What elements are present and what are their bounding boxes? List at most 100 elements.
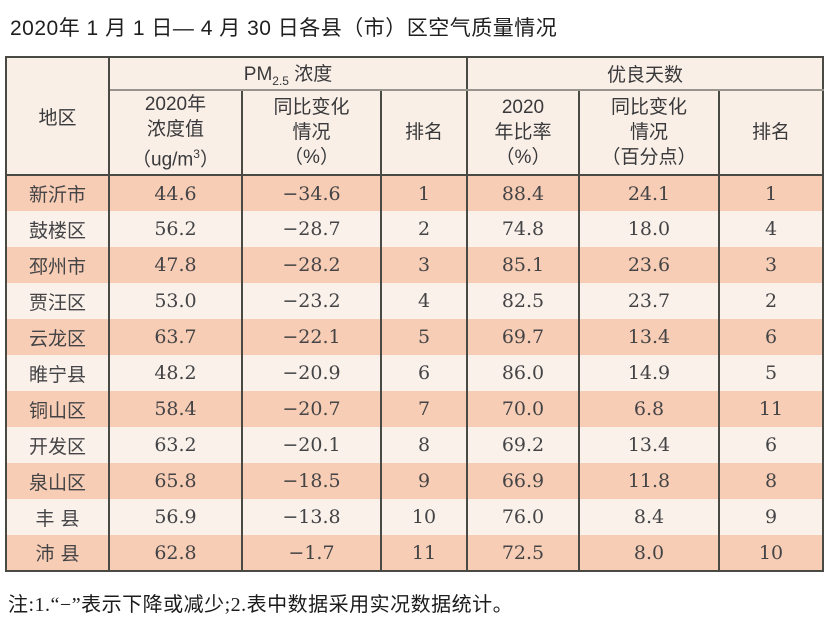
region-cell: 开发区: [5, 427, 110, 463]
group-header-row: 地区 PM2.5 浓度 优良天数: [5, 57, 825, 176]
pm-value-cell: 63.7: [108, 319, 243, 355]
pm-rank-column-header: 排名: [380, 90, 468, 176]
ratio-cell: 76.0: [466, 499, 580, 535]
rank-cell: 9: [717, 499, 825, 535]
page-title: 2020年 1 月 1 日— 4 月 30 日各县（市）区空气质量情况: [10, 17, 558, 40]
ratio-column-header: 2020 年比率 （%）: [466, 90, 580, 176]
pm-rank-cell: 1: [380, 175, 468, 211]
table-row: 沛 县 62.8 −1.7 11 72.5 8.0 10: [5, 535, 825, 571]
rank-cell: 4: [717, 211, 825, 247]
rank-cell: 2: [717, 283, 825, 319]
header-line: 2020: [501, 97, 545, 118]
pm-value-cell: 53.0: [108, 283, 243, 319]
sub-header-row: 2020年 浓度值 （ug/m3） 同比变化 情况 （%） 排名 2020 年比…: [6, 90, 825, 176]
table-row: 丰 县 56.9 −13.8 10 76.0 8.4 9: [5, 499, 825, 535]
pm-change-cell: −34.6: [241, 175, 382, 211]
pm-change-cell: −1.7: [241, 535, 382, 571]
pm25-group-header: PM2.5 浓度: [108, 57, 468, 91]
region-cell: 睢宁县: [5, 355, 110, 391]
header-line: 2020年: [144, 94, 207, 116]
pm-change-cell: −13.8: [241, 499, 382, 535]
ratio-cell: 66.9: [466, 463, 580, 499]
pm-rank-cell: 2: [380, 211, 468, 247]
pm-change-cell: −23.2: [241, 283, 382, 319]
good-days-group-header: 优良天数: [465, 57, 825, 91]
footnote: 注:1.“−”表示下降或减少;2.表中数据采用实况数据统计。: [8, 594, 514, 616]
region-cell: 丰 县: [5, 499, 110, 535]
ratio-change-cell: 24.1: [578, 175, 720, 211]
table-header: 地区 PM2.5 浓度 优良天数 2020年 浓度值 （ug/m3） 同比变化 …: [5, 57, 825, 176]
ratio-change-cell: 8.0: [578, 535, 720, 571]
table-row: 鼓楼区 56.2 −28.7 2 74.8 18.0 4: [5, 211, 825, 247]
pm-change-cell: −20.7: [241, 391, 382, 427]
pm-value-cell: 56.2: [108, 211, 243, 247]
table-row: 泉山区 65.8 −18.5 9 66.9 11.8 8: [5, 463, 825, 499]
cubed-superscript: 3: [193, 147, 200, 162]
pm-label-suffix: 浓度: [288, 64, 333, 86]
table-body: 新沂市 44.6 −34.6 1 88.4 24.1 1 鼓楼区 56.2 −28.7 2 74.8 1…: [5, 175, 825, 571]
ratio-change-cell: 11.8: [578, 463, 720, 499]
table-row: 邳州市 47.8 −28.2 3 85.1 23.6 3: [5, 247, 825, 283]
pm-value-cell: 63.2: [108, 427, 243, 463]
pm-rank-cell: 3: [380, 247, 468, 283]
ratio-change-cell: 13.4: [578, 319, 720, 355]
pm-change-cell: −28.7: [241, 211, 382, 247]
rank-cell: 10: [717, 535, 825, 571]
region-cell: 邳州市: [5, 247, 110, 283]
ratio-cell: 70.0: [466, 391, 580, 427]
pm-rank-cell: 6: [380, 355, 468, 391]
pm-subscript: 2.5: [272, 73, 289, 88]
table-row: 新沂市 44.6 −34.6 1 88.4 24.1 1: [5, 175, 825, 211]
header-line: （%）: [495, 147, 551, 168]
rank-cell: 6: [717, 319, 825, 355]
ratio-cell: 69.7: [466, 319, 580, 355]
ratio-change-cell: 6.8: [578, 391, 720, 427]
region-cell: 泉山区: [5, 463, 110, 499]
ratio-cell: 85.1: [466, 247, 580, 283]
header-line: 情况: [629, 122, 668, 143]
pm-rank-cell: 5: [380, 319, 468, 355]
pm-value-cell: 44.6: [108, 175, 243, 211]
rank-cell: 6: [717, 427, 825, 463]
header-line: （ug/m3）: [132, 147, 219, 171]
pm-value-cell: 48.2: [108, 355, 243, 391]
pm-label: PM: [243, 64, 273, 86]
header-line: 情况: [292, 122, 331, 143]
ratio-cell: 82.5: [466, 283, 580, 319]
region-cell: 铜山区: [5, 391, 110, 427]
pm-rank-cell: 4: [380, 283, 468, 319]
pm-value-cell: 47.8: [108, 247, 243, 283]
rank-cell: 8: [717, 463, 825, 499]
region-column-header: 地区: [5, 57, 110, 176]
region-cell: 贾汪区: [5, 283, 110, 319]
header-line: 同比变化: [610, 97, 687, 118]
table-row: 云龙区 63.7 −22.1 5 69.7 13.4 6: [5, 319, 825, 355]
header-line: 年比率: [494, 122, 552, 143]
pm-change-cell: −20.1: [241, 427, 382, 463]
rank-cell: 11: [717, 391, 825, 427]
pm-rank-cell: 9: [380, 463, 468, 499]
ratio-change-cell: 14.9: [578, 355, 720, 391]
region-cell: 云龙区: [5, 319, 110, 355]
header-line: （%）: [284, 147, 339, 168]
header-line: 浓度值: [146, 119, 204, 141]
pm-value-column-header: 2020年 浓度值 （ug/m3）: [108, 90, 243, 176]
pm-change-cell: −28.2: [241, 247, 382, 283]
ratio-change-cell: 13.4: [578, 427, 720, 463]
pm-change-cell: −20.9: [241, 355, 382, 391]
rank-cell: 5: [717, 355, 825, 391]
ratio-change-column-header: 同比变化 情况 （百分点）: [578, 90, 720, 176]
rank-cell: 3: [717, 247, 825, 283]
ratio-cell: 86.0: [466, 355, 580, 391]
ratio-cell: 74.8: [466, 211, 580, 247]
air-quality-table: 地区 PM2.5 浓度 优良天数 2020年 浓度值 （ug/m3） 同比变化 …: [5, 56, 825, 572]
pm-value-cell: 56.9: [108, 499, 243, 535]
pm-change-cell: −22.1: [241, 319, 382, 355]
good-days-rank-column-header: 排名: [717, 90, 825, 176]
pm-value-cell: 65.8: [108, 463, 243, 499]
pm-value-cell: 58.4: [108, 391, 243, 427]
header-line: （百分点）: [601, 147, 697, 168]
ratio-change-cell: 23.6: [578, 247, 720, 283]
pm-change-cell: −18.5: [241, 463, 382, 499]
table-row: 开发区 63.2 −20.1 8 69.2 13.4 6: [5, 427, 825, 463]
